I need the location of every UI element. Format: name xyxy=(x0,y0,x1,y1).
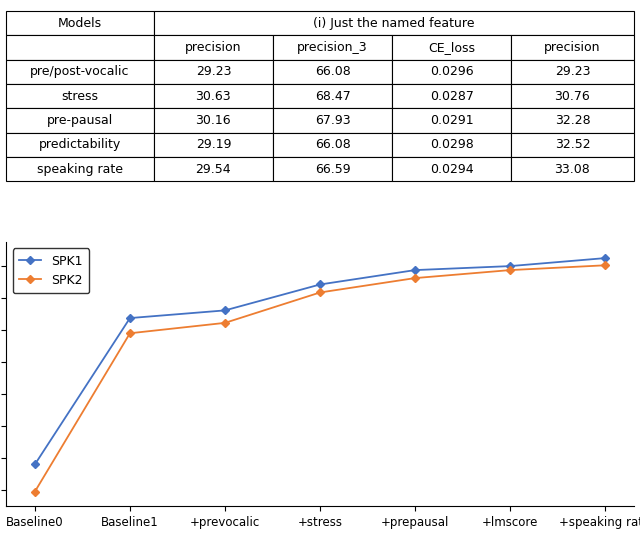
Bar xyxy=(6,133,154,157)
Text: 30.16: 30.16 xyxy=(196,114,231,127)
Bar xyxy=(273,108,392,133)
Bar xyxy=(154,108,273,133)
Text: stress: stress xyxy=(61,90,99,103)
Bar xyxy=(6,36,154,59)
SPK1 xyxy=(31,461,39,468)
Text: (i) Just the named feature: (i) Just the named feature xyxy=(313,17,474,30)
Text: 29.54: 29.54 xyxy=(196,163,231,176)
Text: pre-pausal: pre-pausal xyxy=(47,114,113,127)
Text: 0.0296: 0.0296 xyxy=(430,66,474,78)
SPK2 xyxy=(601,262,609,269)
Bar xyxy=(6,157,154,181)
Text: 29.23: 29.23 xyxy=(555,66,590,78)
Text: 66.08: 66.08 xyxy=(315,66,351,78)
Text: precision_3: precision_3 xyxy=(297,41,368,54)
Bar xyxy=(154,84,273,108)
Bar xyxy=(273,157,392,181)
Bar xyxy=(273,84,392,108)
SPK1 xyxy=(411,267,419,274)
SPK1 xyxy=(316,281,324,288)
Bar xyxy=(392,133,511,157)
Bar xyxy=(154,59,273,84)
Bar xyxy=(511,84,634,108)
Text: pre/post-vocalic: pre/post-vocalic xyxy=(30,66,130,78)
Bar xyxy=(392,84,511,108)
Bar xyxy=(392,108,511,133)
Line: SPK1: SPK1 xyxy=(32,255,608,468)
Bar xyxy=(392,36,511,59)
Bar xyxy=(511,157,634,181)
Text: 68.47: 68.47 xyxy=(315,90,351,103)
Text: 32.52: 32.52 xyxy=(555,138,590,151)
Bar xyxy=(6,108,154,133)
Bar xyxy=(392,157,511,181)
Text: predictability: predictability xyxy=(39,138,121,151)
Line: SPK2: SPK2 xyxy=(32,262,608,495)
Bar xyxy=(6,84,154,108)
Bar xyxy=(511,36,634,59)
Text: speaking rate: speaking rate xyxy=(37,163,123,176)
Text: Models: Models xyxy=(58,17,102,30)
Text: 30.76: 30.76 xyxy=(555,90,590,103)
Legend: SPK1, SPK2: SPK1, SPK2 xyxy=(13,249,89,293)
Text: CE_loss: CE_loss xyxy=(428,41,476,54)
SPK2 xyxy=(31,488,39,495)
Bar xyxy=(6,11,154,36)
Text: 29.19: 29.19 xyxy=(196,138,231,151)
Bar xyxy=(154,133,273,157)
SPK1 xyxy=(126,315,134,321)
Bar xyxy=(273,133,392,157)
SPK1 xyxy=(506,263,514,270)
SPK2 xyxy=(126,330,134,336)
SPK1 xyxy=(221,307,229,314)
Bar xyxy=(273,59,392,84)
Text: 29.23: 29.23 xyxy=(196,66,231,78)
Bar xyxy=(6,59,154,84)
Text: 0.0291: 0.0291 xyxy=(430,114,474,127)
Text: 30.63: 30.63 xyxy=(196,90,231,103)
Text: 0.0298: 0.0298 xyxy=(430,138,474,151)
SPK2 xyxy=(221,320,229,326)
Bar xyxy=(511,59,634,84)
SPK1 xyxy=(601,255,609,261)
Bar xyxy=(511,108,634,133)
Text: 33.08: 33.08 xyxy=(555,163,590,176)
Text: 0.0294: 0.0294 xyxy=(430,163,474,176)
Bar xyxy=(154,157,273,181)
Bar xyxy=(154,36,273,59)
Text: 67.93: 67.93 xyxy=(315,114,350,127)
Text: precision: precision xyxy=(544,41,601,54)
Bar xyxy=(273,36,392,59)
Text: 0.0287: 0.0287 xyxy=(430,90,474,103)
Text: 66.59: 66.59 xyxy=(315,163,350,176)
SPK2 xyxy=(411,275,419,281)
Text: 66.08: 66.08 xyxy=(315,138,351,151)
Bar xyxy=(154,11,634,36)
Bar xyxy=(392,59,511,84)
SPK2 xyxy=(506,267,514,274)
Text: 32.28: 32.28 xyxy=(555,114,590,127)
Bar xyxy=(511,133,634,157)
SPK2 xyxy=(316,289,324,296)
Text: precision: precision xyxy=(185,41,242,54)
